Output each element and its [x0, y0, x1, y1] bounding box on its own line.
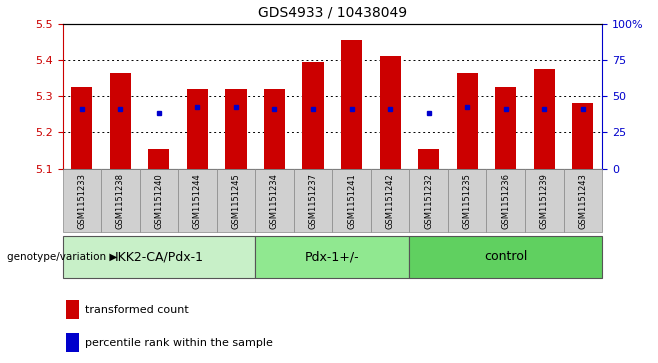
Bar — [225, 89, 247, 169]
Bar — [534, 69, 555, 169]
Bar — [66, 333, 79, 352]
Bar — [66, 300, 79, 319]
Bar — [139, 169, 178, 232]
Text: GSM1151242: GSM1151242 — [386, 173, 395, 229]
Bar — [101, 169, 139, 232]
Text: GSM1151237: GSM1151237 — [309, 173, 318, 229]
Text: GSM1151235: GSM1151235 — [463, 173, 472, 229]
Bar — [457, 73, 478, 169]
Text: Pdx-1+/-: Pdx-1+/- — [305, 250, 360, 263]
Bar — [255, 236, 409, 278]
Bar — [341, 40, 362, 169]
Bar — [293, 169, 332, 232]
Bar — [380, 56, 401, 169]
Bar — [332, 169, 371, 232]
Text: genotype/variation ▶: genotype/variation ▶ — [7, 252, 117, 262]
Text: control: control — [484, 250, 528, 263]
Text: GSM1151240: GSM1151240 — [155, 173, 163, 229]
Text: transformed count: transformed count — [85, 305, 189, 315]
Bar — [63, 236, 255, 278]
Text: GSM1151236: GSM1151236 — [501, 173, 510, 229]
Text: GSM1151233: GSM1151233 — [77, 173, 86, 229]
Bar — [448, 169, 486, 232]
Bar — [264, 89, 285, 169]
Bar — [409, 236, 602, 278]
Bar — [418, 149, 440, 169]
Text: GSM1151244: GSM1151244 — [193, 173, 202, 229]
Text: GSM1151241: GSM1151241 — [347, 173, 356, 229]
Text: GSM1151245: GSM1151245 — [232, 173, 240, 229]
Bar — [486, 169, 525, 232]
Bar — [178, 169, 216, 232]
Bar — [303, 62, 324, 169]
Bar — [148, 149, 170, 169]
Text: GSM1151239: GSM1151239 — [540, 173, 549, 229]
Bar — [110, 73, 131, 169]
Bar — [63, 169, 101, 232]
Text: percentile rank within the sample: percentile rank within the sample — [85, 338, 273, 348]
Text: IKK2-CA/Pdx-1: IKK2-CA/Pdx-1 — [114, 250, 203, 263]
Bar — [495, 87, 517, 169]
Bar — [409, 169, 448, 232]
Bar — [563, 169, 602, 232]
Text: GSM1151234: GSM1151234 — [270, 173, 279, 229]
Text: GSM1151238: GSM1151238 — [116, 173, 125, 229]
Bar — [255, 169, 293, 232]
Bar — [371, 169, 409, 232]
Bar — [572, 103, 594, 169]
Bar — [525, 169, 563, 232]
Title: GDS4933 / 10438049: GDS4933 / 10438049 — [258, 6, 407, 20]
Bar — [71, 87, 92, 169]
Text: GSM1151243: GSM1151243 — [578, 173, 588, 229]
Bar — [216, 169, 255, 232]
Text: GSM1151232: GSM1151232 — [424, 173, 433, 229]
Bar — [187, 89, 208, 169]
